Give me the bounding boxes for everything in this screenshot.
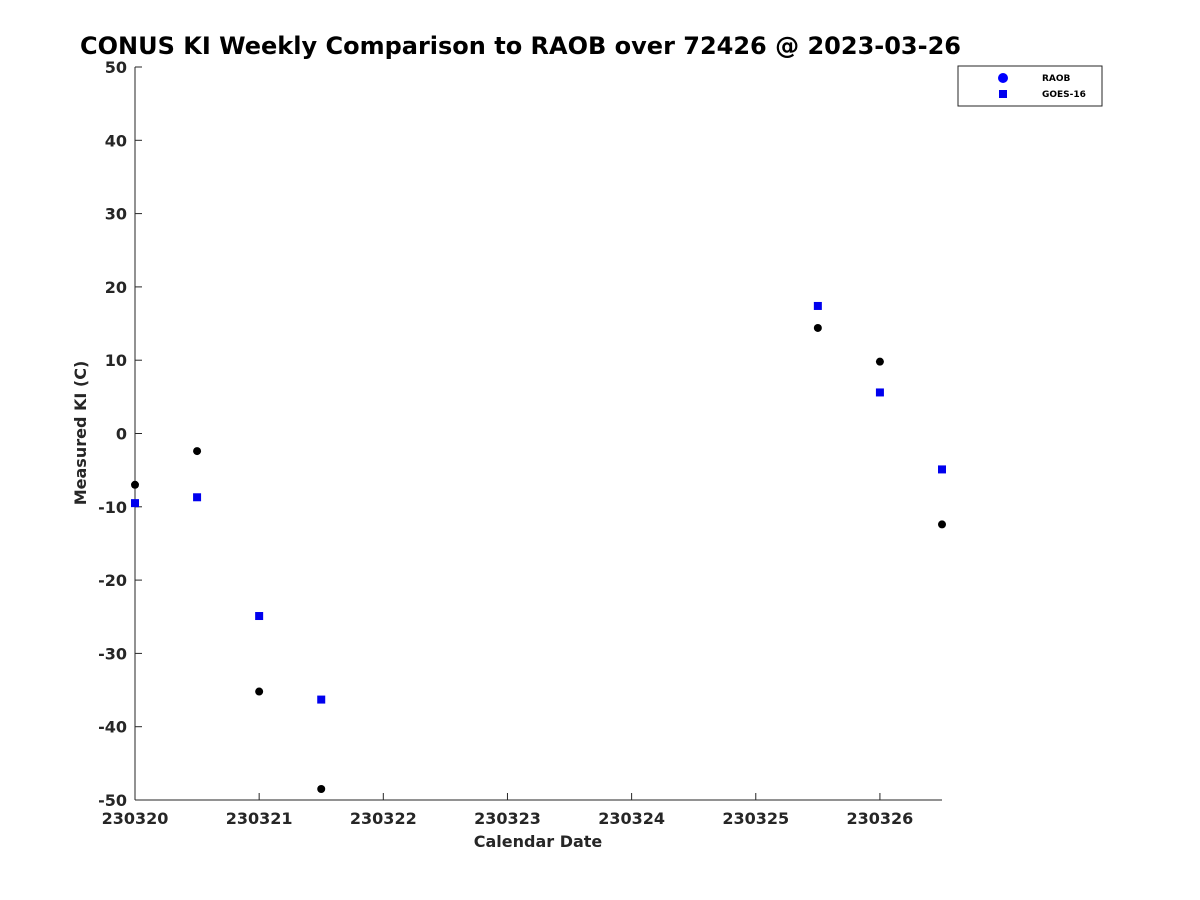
x-tick-label: 230320 bbox=[102, 809, 169, 828]
x-axis-label: Calendar Date bbox=[474, 832, 603, 851]
data-markers bbox=[131, 301, 946, 794]
legend: RAOB GOES-16 bbox=[957, 65, 1103, 107]
y-tick-label: -30 bbox=[98, 644, 127, 663]
y-tick-label: -50 bbox=[98, 791, 127, 810]
goes-16-point bbox=[131, 499, 139, 508]
legend-goes-16-label: GOES-16 bbox=[1042, 90, 1086, 100]
x-axis-ticks: 230320 230321 230322 230323 230324 230325 2303… bbox=[102, 793, 914, 828]
y-tick-label: 50 bbox=[105, 58, 127, 77]
x-tick-label: 230324 bbox=[598, 809, 665, 828]
legend-raob-label: RAOB bbox=[1042, 74, 1071, 84]
legend-box bbox=[957, 65, 1103, 107]
legend-goes-16-marker bbox=[999, 90, 1007, 98]
goes-16-point bbox=[317, 695, 326, 704]
x-tick-label: 230325 bbox=[722, 809, 789, 828]
x-tick-label: 230323 bbox=[474, 809, 541, 828]
y-axis-ticks: 50 40 30 20 10 0 -10 -20 -30 -40 -50 bbox=[98, 58, 142, 810]
raob-point bbox=[317, 785, 326, 794]
raob-point bbox=[938, 520, 946, 529]
chart-title: CONUS KI Weekly Comparison to RAOB over … bbox=[80, 32, 961, 60]
y-tick-label: 30 bbox=[105, 205, 127, 224]
goes-16-point bbox=[813, 301, 822, 310]
goes-16-point bbox=[255, 612, 264, 621]
y-tick-label: 10 bbox=[105, 351, 127, 370]
raob-point bbox=[813, 323, 822, 332]
x-tick-label: 230326 bbox=[847, 809, 914, 828]
raob-point bbox=[255, 687, 264, 696]
y-tick-label: -20 bbox=[98, 571, 127, 590]
goes-16-point bbox=[875, 388, 884, 397]
y-tick-label: 0 bbox=[116, 425, 127, 444]
y-tick-label: 40 bbox=[105, 131, 127, 150]
y-tick-label: 20 bbox=[105, 278, 127, 297]
goes-16-point bbox=[938, 465, 946, 474]
y-tick-label: -40 bbox=[98, 718, 127, 737]
x-tick-label: 230321 bbox=[226, 809, 293, 828]
y-tick-label: -10 bbox=[98, 498, 127, 517]
goes-16-point bbox=[193, 493, 202, 502]
raob-point bbox=[875, 357, 884, 366]
raob-point bbox=[193, 447, 202, 456]
y-axis-label: Measured KI (C) bbox=[71, 361, 90, 506]
legend-raob-marker bbox=[998, 73, 1008, 83]
x-tick-label: 230322 bbox=[350, 809, 417, 828]
raob-point bbox=[131, 480, 139, 489]
